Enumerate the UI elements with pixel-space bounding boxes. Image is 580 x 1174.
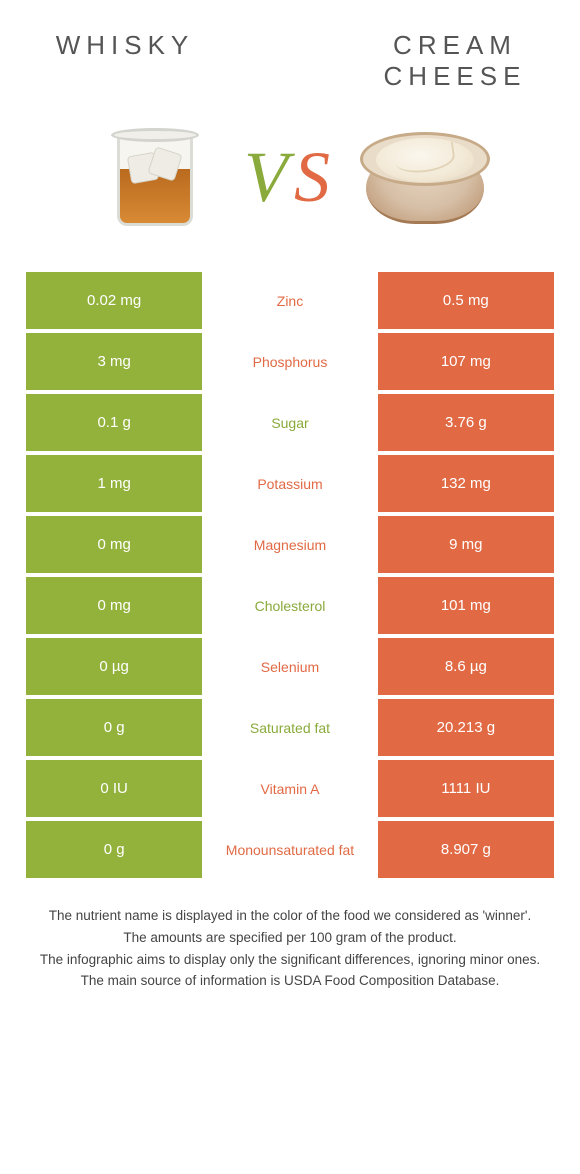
nutrient-table: 0.02 mgZinc0.5 mg3 mgPhosphorus107 mg0.1…	[26, 272, 554, 878]
header: WHISKY CREAM CHEESE	[20, 30, 560, 92]
footnotes: The nutrient name is displayed in the co…	[20, 906, 560, 992]
left-value: 0 IU	[26, 760, 202, 817]
images-row: VS	[20, 112, 560, 242]
right-title: CREAM CHEESE	[350, 30, 560, 92]
table-row: 0 IUVitamin A1111 IU	[26, 760, 554, 817]
footnote-line: The infographic aims to display only the…	[30, 950, 550, 970]
right-value: 1111 IU	[378, 760, 554, 817]
right-value: 0.5 mg	[378, 272, 554, 329]
right-value: 107 mg	[378, 333, 554, 390]
left-title: WHISKY	[20, 30, 230, 61]
table-row: 3 mgPhosphorus107 mg	[26, 333, 554, 390]
left-value: 0 g	[26, 699, 202, 756]
right-value: 3.76 g	[378, 394, 554, 451]
vs-label: VS	[244, 136, 336, 219]
right-value: 8.907 g	[378, 821, 554, 878]
nutrient-label: Monounsaturated fat	[206, 821, 373, 878]
footnote-line: The main source of information is USDA F…	[30, 971, 550, 991]
nutrient-label: Cholesterol	[206, 577, 373, 634]
nutrient-label: Potassium	[206, 455, 373, 512]
nutrient-label: Sugar	[206, 394, 373, 451]
table-row: 0.02 mgZinc0.5 mg	[26, 272, 554, 329]
nutrient-label: Saturated fat	[206, 699, 373, 756]
right-value: 132 mg	[378, 455, 554, 512]
table-row: 0 gSaturated fat20.213 g	[26, 699, 554, 756]
table-row: 1 mgPotassium132 mg	[26, 455, 554, 512]
nutrient-label: Selenium	[206, 638, 373, 695]
nutrient-label: Vitamin A	[206, 760, 373, 817]
right-value: 9 mg	[378, 516, 554, 573]
left-value: 0 µg	[26, 638, 202, 695]
footnote-line: The amounts are specified per 100 gram o…	[30, 928, 550, 948]
nutrient-label: Zinc	[206, 272, 373, 329]
table-row: 0 µgSelenium8.6 µg	[26, 638, 554, 695]
left-value: 1 mg	[26, 455, 202, 512]
table-row: 0 mgMagnesium9 mg	[26, 516, 554, 573]
left-value: 0.1 g	[26, 394, 202, 451]
nutrient-label: Phosphorus	[206, 333, 373, 390]
left-value: 3 mg	[26, 333, 202, 390]
cream-cheese-image	[360, 112, 490, 242]
table-row: 0 gMonounsaturated fat8.907 g	[26, 821, 554, 878]
right-value: 8.6 µg	[378, 638, 554, 695]
right-value: 101 mg	[378, 577, 554, 634]
left-value: 0 mg	[26, 577, 202, 634]
table-row: 0 mgCholesterol101 mg	[26, 577, 554, 634]
whisky-image	[90, 112, 220, 242]
vs-v: V	[244, 137, 294, 217]
left-value: 0.02 mg	[26, 272, 202, 329]
right-value: 20.213 g	[378, 699, 554, 756]
footnote-line: The nutrient name is displayed in the co…	[30, 906, 550, 926]
vs-s: S	[294, 137, 336, 217]
nutrient-label: Magnesium	[206, 516, 373, 573]
left-value: 0 mg	[26, 516, 202, 573]
left-value: 0 g	[26, 821, 202, 878]
table-row: 0.1 gSugar3.76 g	[26, 394, 554, 451]
